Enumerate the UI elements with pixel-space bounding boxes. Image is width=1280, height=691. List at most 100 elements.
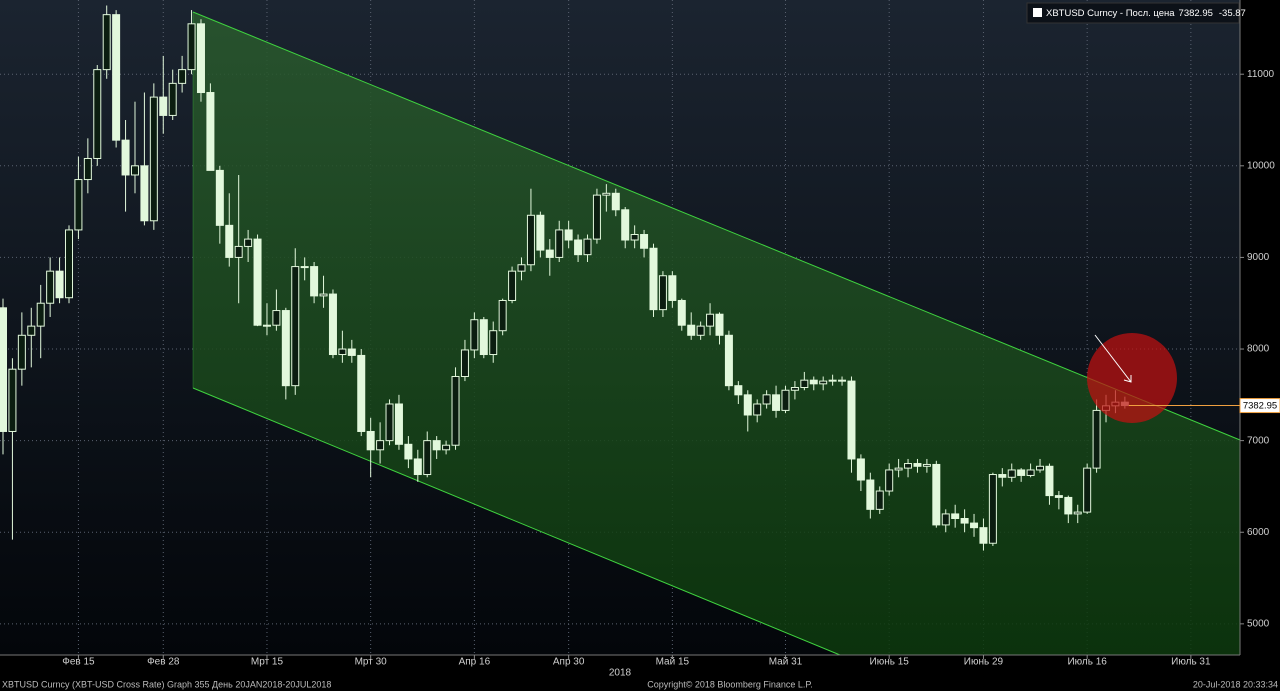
candle-body xyxy=(611,192,620,211)
candle-body xyxy=(310,266,319,297)
x-tick-label: Май 31 xyxy=(769,657,803,668)
candle-body xyxy=(423,440,432,476)
candle-body xyxy=(649,247,658,311)
overlay xyxy=(1087,333,1177,423)
y-tick-label: 7000 xyxy=(1247,435,1270,446)
candle-body xyxy=(941,513,950,526)
legend-swatch xyxy=(1033,8,1042,17)
candle-body xyxy=(838,379,847,382)
footer-left: XBTUSD Curncy (XBT-USD Cross Rate) Graph… xyxy=(2,679,331,689)
last-price-label: 7382.95 xyxy=(1243,401,1277,412)
candle-body xyxy=(460,349,469,378)
y-tick-label: 8000 xyxy=(1247,344,1270,355)
candle-body xyxy=(215,169,224,226)
candle-body xyxy=(206,92,215,171)
candle-body xyxy=(489,330,498,356)
candle-body xyxy=(724,334,733,387)
candle-body xyxy=(93,69,102,159)
candle-body xyxy=(781,389,790,411)
candle-body xyxy=(328,293,337,356)
candle-body xyxy=(55,270,64,299)
x-tick-label: Апр 30 xyxy=(553,657,585,668)
candle-body xyxy=(0,307,7,432)
candle-body xyxy=(677,299,686,326)
channel-upper-line xyxy=(192,11,1241,441)
candle-body xyxy=(432,440,441,451)
candle-body xyxy=(979,527,988,544)
candle-body xyxy=(668,275,677,301)
candle-body xyxy=(555,229,564,258)
candle-body xyxy=(809,379,818,385)
x-tick-label: Июль 31 xyxy=(1171,657,1211,668)
candle-body xyxy=(800,379,809,389)
y-tick-label: 10000 xyxy=(1247,160,1275,171)
candle-body xyxy=(536,214,545,251)
candle-body xyxy=(753,403,762,416)
candle-body xyxy=(130,165,139,176)
candle-body xyxy=(696,325,705,336)
candle-body xyxy=(856,458,865,481)
y-tick-label: 5000 xyxy=(1247,618,1270,629)
highlight-circle xyxy=(1087,333,1177,423)
candle-body xyxy=(772,394,781,411)
candle-body xyxy=(1017,469,1026,476)
candle-body xyxy=(376,440,385,451)
candle-body xyxy=(866,479,875,510)
candles xyxy=(0,5,1129,551)
y-tick-label: 9000 xyxy=(1247,252,1270,263)
footer-center: Copyright© 2018 Bloomberg Finance L.P. xyxy=(647,679,813,689)
candle-body xyxy=(913,463,922,467)
arrow xyxy=(1094,334,1132,383)
candle-body xyxy=(621,209,630,241)
candle-body xyxy=(385,403,394,442)
candle-body xyxy=(347,348,356,356)
candle-body xyxy=(658,275,667,311)
candle-body xyxy=(149,96,158,222)
candle-body xyxy=(281,310,290,387)
last-price-box xyxy=(1239,398,1280,414)
candle-body xyxy=(630,234,639,241)
candle-body xyxy=(715,313,724,336)
candle-body xyxy=(970,522,979,529)
candle-body xyxy=(168,82,177,116)
candle-body xyxy=(159,96,168,116)
candle-body xyxy=(140,165,149,222)
candle-body xyxy=(875,490,884,510)
candle-body xyxy=(404,443,413,460)
candle-body xyxy=(300,266,309,269)
x-tick-label: Май 15 xyxy=(656,657,690,668)
candle-body xyxy=(470,319,479,351)
candle-body xyxy=(244,238,253,247)
x-tick-label: Фев 15 xyxy=(62,657,95,668)
candle-body xyxy=(564,229,573,241)
candle-body xyxy=(640,234,649,249)
legend-label: XBTUSD Curncy - Посл. цена xyxy=(1046,8,1175,19)
candle-body xyxy=(46,270,55,304)
candle-body xyxy=(74,179,83,231)
candle-body xyxy=(102,14,111,71)
candle-body xyxy=(253,238,262,326)
candle-body xyxy=(413,458,422,476)
footer-right: 20-Jul-2018 20:33:34 xyxy=(1193,679,1278,689)
candle-body xyxy=(225,224,234,258)
legend-text: XBTUSD Curncy - Посл. цена 7382.95 -35.87 xyxy=(1046,8,1246,19)
candle-body xyxy=(1083,467,1092,513)
candle-body xyxy=(922,463,931,467)
candle-body xyxy=(592,194,601,240)
candle-body xyxy=(121,139,130,176)
candle-body xyxy=(187,23,196,71)
axis-background xyxy=(1240,0,1280,691)
channel-lower-line xyxy=(192,387,841,656)
candle-body xyxy=(8,368,17,432)
candle-body xyxy=(574,239,583,256)
candle-body xyxy=(1026,469,1035,476)
candle-body xyxy=(790,387,799,391)
candle-body xyxy=(178,69,187,84)
candle-body xyxy=(262,324,271,327)
candle-body xyxy=(847,380,856,460)
candle-body xyxy=(951,513,960,520)
y-tick-label: 11000 xyxy=(1247,69,1275,80)
candle-body xyxy=(988,474,997,544)
candle-body xyxy=(272,310,281,326)
